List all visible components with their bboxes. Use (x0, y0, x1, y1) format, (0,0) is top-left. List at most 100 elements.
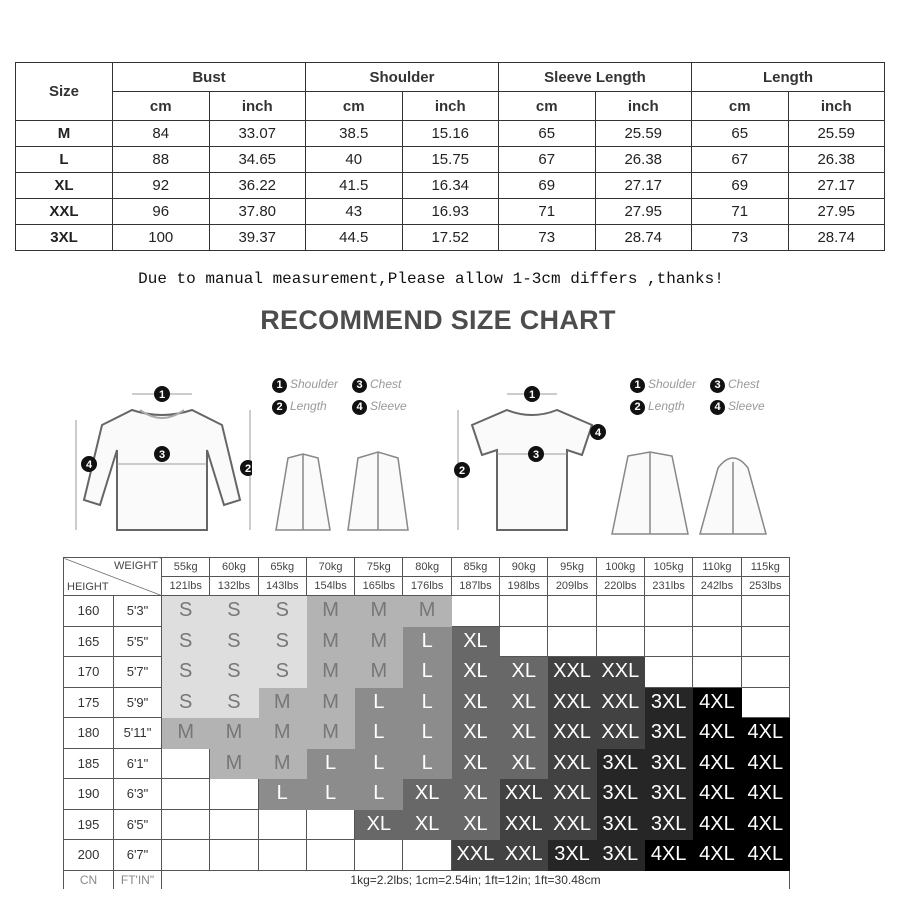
size-cell: XL (499, 686, 549, 718)
size-cell: XXL (547, 808, 597, 840)
size-cell: XXL (595, 656, 645, 688)
size-cell: L (402, 625, 452, 657)
jackets-illustration-right (611, 451, 767, 535)
size-cell: XL (450, 747, 501, 779)
unit-header: inch (208, 91, 306, 121)
size-cell (692, 656, 742, 688)
size-cell (160, 778, 211, 810)
height-cm: 170 (63, 656, 114, 688)
size-row: 3XL 100 39.37 44.5 17.52 73 28.74 73 28.74 (15, 224, 885, 251)
size-cell: 4XL (692, 778, 742, 810)
measurement-legend-left: 1 Shoulder 3 Chest 2 Length 4 Sleeve (272, 373, 407, 417)
size-cell: XXL (547, 717, 597, 749)
size-cell: S (209, 625, 259, 657)
size-cell: 3XL (595, 778, 645, 810)
height-ft: 6'3" (113, 778, 162, 810)
measurement-cell: 88 (112, 146, 210, 173)
size-cell: 4XL (740, 778, 791, 810)
height-row: 175 5'9" S S M M L L XL XL XXL XXL 3XL 4XL (63, 686, 791, 718)
size-cell (209, 808, 259, 840)
height-row: 200 6'7" XXL XXL 3XL 3XL 4XL 4XL 4XL (63, 839, 791, 871)
size-cell (257, 839, 307, 871)
weight-lbs-header: 242lbs (692, 576, 742, 596)
size-cell: XL (450, 686, 501, 718)
size-cell (740, 656, 791, 688)
height-cm: 165 (63, 625, 114, 657)
size-cell: XL (402, 778, 452, 810)
height-ft: 5'11" (113, 717, 162, 749)
size-cell: M (402, 595, 452, 627)
unit-header: inch (594, 91, 692, 121)
size-cell: XXL (547, 778, 597, 810)
height-ft: 5'5" (113, 625, 162, 657)
size-cell (643, 595, 694, 627)
size-cell: 4XL (692, 747, 742, 779)
measurement-cell: 17.52 (401, 224, 499, 251)
size-cell: L (402, 686, 452, 718)
size-cell: XL (450, 808, 501, 840)
height-cm: 160 (63, 595, 114, 627)
weight-kg-header: 80kg (402, 557, 452, 577)
size-cell: S (160, 625, 211, 657)
unit-header: cm (305, 91, 403, 121)
svg-text:2: 2 (245, 463, 251, 475)
marker-2-icon (454, 462, 470, 478)
weight-kg-header: 85kg (450, 557, 501, 577)
height-label: HEIGHT (67, 581, 109, 593)
weight-lbs-header: 121lbs (160, 576, 211, 596)
size-cell: L (305, 747, 356, 779)
size-cell: 3XL (547, 839, 597, 871)
size-cell: L (402, 717, 452, 749)
measurement-cell: 28.74 (787, 224, 885, 251)
weight-kg-header: 90kg (499, 557, 549, 577)
unit-header: inch (787, 91, 885, 121)
size-cell: XL (450, 656, 501, 688)
shoulder-header: Shoulder (305, 62, 499, 92)
size-table-header-row: Size Bust Shoulder Sleeve Length Length (15, 62, 885, 121)
measurement-cell: 38.5 (305, 120, 403, 147)
size-label: L (15, 146, 113, 173)
size-cell: 4XL (692, 686, 742, 718)
size-cell (547, 625, 597, 657)
size-cell: XXL (499, 839, 549, 871)
weight-lbs-header: 198lbs (499, 576, 549, 596)
marker-3-icon (528, 446, 544, 462)
size-cell: XL (450, 778, 501, 810)
height-row: 170 5'7" S S S M M L XL XL XXL XXL (63, 656, 791, 688)
measurement-note: Due to manual measurement,Please allow 1… (138, 270, 724, 288)
size-cell: L (402, 656, 452, 688)
size-cell (209, 839, 259, 871)
size-cell: S (257, 656, 307, 688)
size-cell: M (257, 717, 307, 749)
measurement-cell: 16.93 (401, 198, 499, 225)
weight-lbs-header: 143lbs (257, 576, 307, 596)
unit-header: inch (401, 91, 499, 121)
size-cell: M (209, 717, 259, 749)
size-cell: XXL (547, 656, 597, 688)
size-cell: 4XL (740, 839, 791, 871)
height-cm: 175 (63, 686, 114, 718)
weight-lbs-header: 154lbs (305, 576, 356, 596)
size-cell: S (160, 656, 211, 688)
marker-4-icon (81, 456, 97, 472)
weight-kg-header: 55kg (160, 557, 211, 577)
unit-header-row: cm inch cm inch cm inch cm inch (16, 91, 885, 121)
size-cell: M (305, 656, 356, 688)
height-ft: 5'7" (113, 656, 162, 688)
size-measurement-table: Size Bust Shoulder Sleeve Length Length … (15, 62, 885, 251)
size-cell: XL (499, 656, 549, 688)
size-column-header: Size (15, 62, 113, 121)
measurement-cell: 41.5 (305, 172, 403, 199)
size-cell: XL (354, 808, 404, 840)
size-cell: L (354, 747, 404, 779)
tshirt-illustration: 1 3 4 2 (454, 386, 606, 531)
size-cell (740, 595, 791, 627)
measurement-cell: 67 (691, 146, 789, 173)
size-cell: M (257, 686, 307, 718)
measurement-cell: 73 (691, 224, 789, 251)
svg-text:3: 3 (159, 449, 165, 461)
size-cell: L (354, 717, 404, 749)
size-cell: M (160, 717, 211, 749)
measurement-cell: 27.95 (787, 198, 885, 225)
measurement-cell: 15.75 (401, 146, 499, 173)
